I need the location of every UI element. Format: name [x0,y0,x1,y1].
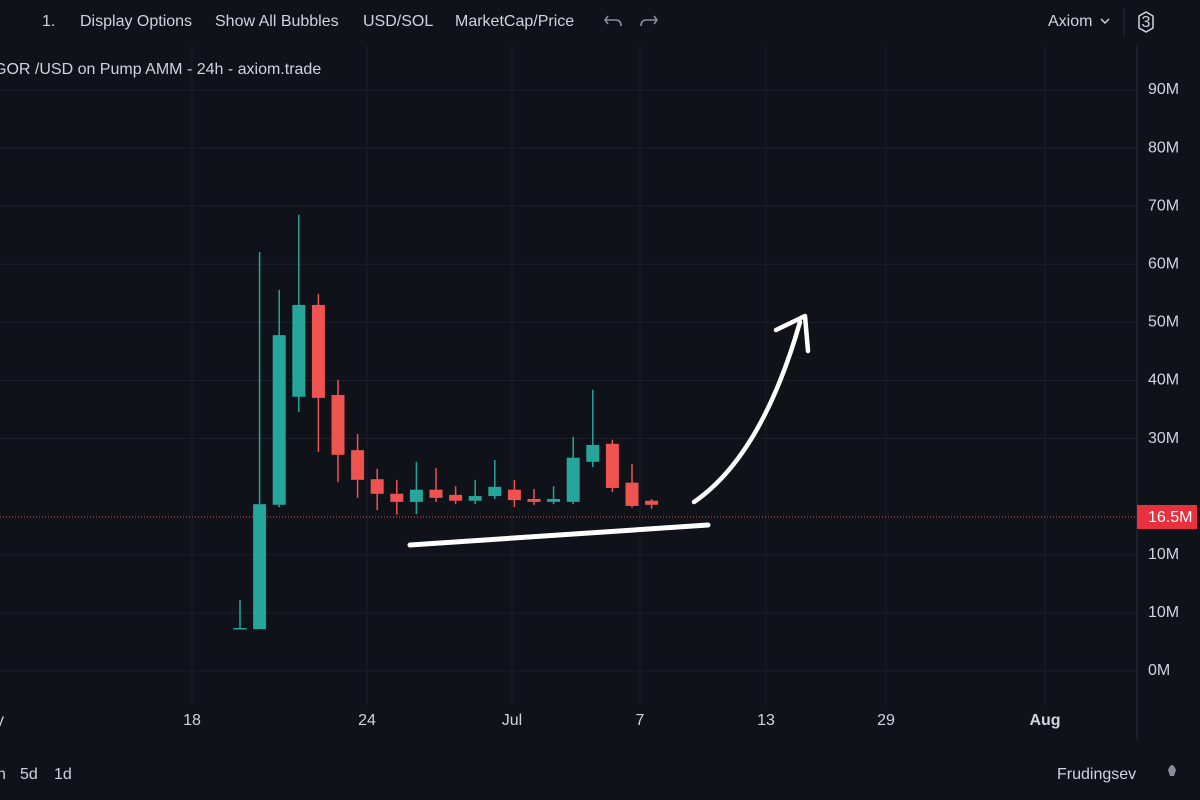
candle-body [311,304,325,398]
range-button[interactable]: 5d [20,766,38,783]
grid: 90M 80M 70M 60M 50M 40M 30M 10M 10M 0M 16.5M [0,81,1197,679]
candle-body [233,627,247,630]
candle-body [272,335,286,505]
candle-body [468,496,482,501]
arrow-head [773,313,811,354]
candle-body [409,489,423,502]
candle-body [292,304,306,397]
x-tick-label: 29 [877,712,895,729]
menu-item[interactable]: Show All Bubbles [215,13,339,30]
footer: n 5d 1d Frudingsev [0,765,1176,783]
candle-body [605,443,619,488]
x-tick-label: 7 [636,712,645,729]
y-tick-label: 90M [1148,81,1179,98]
range-button[interactable]: n [0,766,6,783]
annotation [407,313,811,548]
menu-item[interactable]: Display Options [80,13,192,30]
candle-body [253,504,267,630]
y-tick-label: 70M [1148,197,1179,214]
vertical-grid [191,45,1046,705]
x-tick-label: Aug [1029,712,1060,729]
undo-icon[interactable] [604,15,622,27]
arrow-shaft [691,319,803,505]
candle-body [429,489,443,498]
candle-body [351,450,365,480]
account[interactable]: Axiom [1048,13,1092,30]
price-label-box [1137,504,1197,529]
y-tick-label: 10M [1148,604,1179,621]
badge: 3 [1142,14,1151,31]
chart-title: GOR /USD on Pump AMM - 24h - axiom.trade [0,61,321,78]
chevron[interactable] [1100,18,1110,25]
redo-icon[interactable] [640,15,658,27]
x-tick-label: Jul [502,712,522,729]
y-tick-label: 80M [1148,139,1179,156]
settings-icon[interactable] [1138,11,1154,33]
candle-body [527,498,541,502]
y-tick-label: 0M [1148,662,1170,679]
candle-body [370,479,384,494]
y-tick-label: 60M [1148,255,1179,272]
range-button[interactable]: 1d [54,766,72,783]
x-tick-label: 24 [358,712,376,729]
y-tick-label: 40M [1148,372,1179,389]
toolbar: 1. Display Options Show All Bubbles USD/… [42,8,1154,36]
candle-body [507,489,521,501]
candle-body [645,500,659,505]
support-line [407,522,711,548]
x-tick-label: 18 [183,712,201,729]
menu-item[interactable]: MarketCap/Price [455,13,574,30]
candle-body [449,494,463,501]
menu-item[interactable]: USD/SOL [363,13,433,30]
tool-icon[interactable] [1168,765,1176,776]
y-tick-label: 50M [1148,314,1179,331]
x-tick-label: y [0,712,4,729]
time-axis: y 18 24 Jul 7 13 29 Aug [0,712,1061,729]
price-label: 16.5M [1148,509,1192,526]
candle-body [390,493,404,502]
y-tick-label: 30M [1148,430,1179,447]
candle-body [566,457,580,502]
candle-body [625,482,639,506]
candle-body [547,498,561,502]
candle-body [331,394,345,455]
x-tick-label: 13 [757,712,775,729]
username: Frudingsev [1057,766,1136,783]
interval[interactable]: 1. [42,13,55,30]
candles [233,214,659,630]
candle-body [488,486,502,497]
y-tick-label: 10M [1148,546,1179,563]
candle-body [586,444,600,462]
